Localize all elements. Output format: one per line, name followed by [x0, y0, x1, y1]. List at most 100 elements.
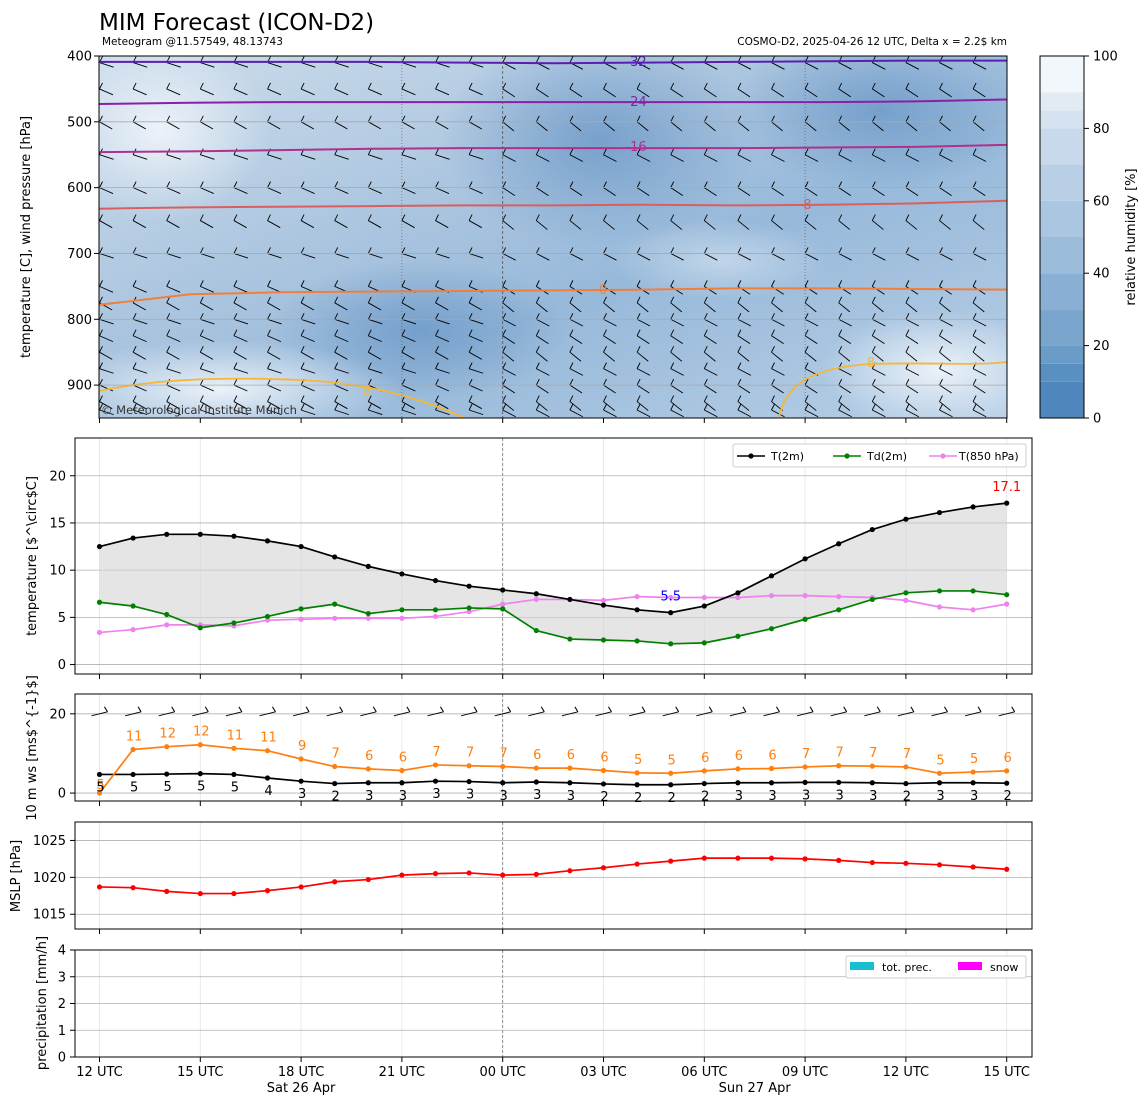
wind-barb: [670, 395, 675, 402]
series-td2m-point: [264, 613, 271, 620]
wind-barb: [233, 62, 249, 68]
wind-barb: [132, 121, 147, 130]
wind-barb: [1006, 318, 1007, 320]
series-t850-point: [836, 593, 842, 600]
wind-barb: [636, 121, 649, 132]
wind-barb: [468, 181, 473, 188]
wind-barb: [569, 247, 574, 254]
wind-mean-label: 3: [298, 787, 306, 802]
wind-barb: [771, 313, 775, 320]
wind-barb: [704, 318, 718, 327]
wind-barb: [804, 345, 809, 353]
wind-barb: [468, 335, 483, 343]
wind-barb: [267, 181, 271, 188]
wind-barb: [737, 296, 742, 304]
wind-barb: [536, 368, 550, 376]
wind-barb: [473, 706, 478, 713]
wind-barb: [267, 285, 282, 293]
wind-barb: [334, 318, 349, 325]
wind-barb: [536, 384, 549, 394]
wind-barb: [435, 384, 450, 392]
wind-barb: [435, 253, 450, 259]
series-t2m-point: [533, 591, 539, 597]
wind-barb: [132, 403, 137, 411]
wind-barb: [204, 706, 209, 713]
isotherm-label: -32: [625, 55, 646, 70]
series-t2m-line: [99, 502, 1007, 614]
series-t850-point: [903, 597, 909, 603]
series-td2m-point: [936, 588, 943, 594]
series-t850-line: [99, 594, 1007, 634]
wind-barb: [804, 181, 809, 188]
series-mslp-point: [701, 855, 707, 861]
wind-barb: [104, 706, 108, 713]
wind-barb: [804, 403, 809, 411]
wind-barb: [636, 181, 641, 188]
wind-barb: [267, 280, 271, 287]
wind-barb: [972, 378, 977, 386]
wind-barb: [401, 121, 415, 130]
wind-barb: [838, 181, 843, 188]
wind-barb: [771, 345, 775, 353]
wind-barb: [771, 296, 775, 304]
wind-barb: [200, 302, 214, 311]
x-tick-label: 00 UTC: [479, 1065, 525, 1080]
wind-barb: [401, 148, 406, 155]
wind-barb: [334, 401, 348, 410]
wind-barb: [804, 115, 809, 123]
wind-barb: [569, 345, 574, 353]
wind-max-label: 6: [567, 748, 575, 763]
isotherm-8-east: [778, 361, 1007, 418]
wind-barb: [435, 362, 439, 369]
wind-barb: [939, 82, 943, 90]
wind-barb: [905, 403, 910, 411]
series-t850-point: [399, 615, 405, 621]
wind-barb: [871, 181, 876, 188]
wind-barb: [233, 154, 249, 160]
wind-barb: [871, 247, 876, 254]
wind-barb: [99, 247, 103, 254]
series-wind-max-point: [399, 767, 405, 774]
wind-barb: [166, 280, 171, 287]
wind-barb: [468, 318, 484, 325]
wind-barb: [704, 401, 716, 411]
wind-barb: [494, 711, 511, 717]
wind-mean-label: 3: [533, 788, 541, 803]
wind-mean-label: 2: [701, 790, 709, 805]
wind-barb: [670, 82, 675, 90]
wind-barb: [233, 403, 238, 411]
wind-barb: [636, 329, 641, 336]
wind-barb: [233, 345, 238, 353]
wind-barb: [536, 351, 548, 362]
wind-barb: [334, 121, 348, 130]
wind-barb: [535, 329, 540, 336]
wind-barb: [435, 313, 439, 320]
wind-barb: [737, 82, 742, 90]
wind-barb: [166, 362, 171, 369]
series-t2m-point: [903, 516, 909, 522]
wind-barb: [166, 121, 180, 130]
wind-barb: [535, 403, 540, 411]
y-tick-label: 700: [67, 247, 92, 262]
wind-barb: [670, 302, 683, 313]
wind-barb: [535, 296, 540, 304]
y-tick-label: 500: [67, 115, 92, 130]
wind-barb: [132, 187, 147, 194]
wind-barb: [99, 401, 113, 410]
wind-barb: [267, 329, 271, 336]
wind-barb: [804, 247, 809, 254]
colorbar-cell: [1040, 92, 1084, 111]
series-wind-mean-point: [96, 771, 103, 778]
wind-barb: [569, 403, 574, 411]
series-t2m-point: [1004, 500, 1010, 506]
wind-barb: [670, 88, 684, 98]
wind-barb: [401, 82, 406, 90]
wind-barb: [468, 214, 473, 221]
wind-barb: [804, 362, 809, 369]
wind-barb: [502, 351, 515, 362]
wind-barb: [368, 154, 383, 160]
wind-barb: [737, 302, 750, 313]
wind-barb: [99, 181, 103, 188]
wind-barb: [99, 280, 103, 287]
wind-barb: [166, 409, 181, 416]
